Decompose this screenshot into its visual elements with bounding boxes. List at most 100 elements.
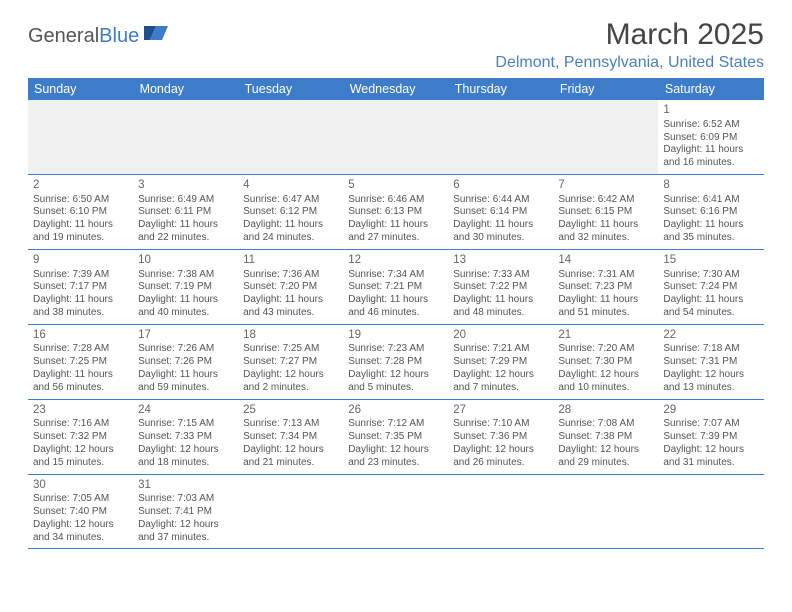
daylight-text: Daylight: 12 hours xyxy=(348,444,443,457)
sunrise-text: Sunrise: 6:46 AM xyxy=(348,194,443,207)
daylight-text: and 23 minutes. xyxy=(348,457,443,470)
day-number: 3 xyxy=(138,178,233,193)
sunrise-text: Sunrise: 7:26 AM xyxy=(138,343,233,356)
daylight-text: and 5 minutes. xyxy=(348,382,443,395)
day-number: 16 xyxy=(33,328,128,343)
title-block: March 2025 Delmont, Pennsylvania, United… xyxy=(495,18,764,72)
calendar-day-cell: 26Sunrise: 7:12 AMSunset: 7:35 PMDayligh… xyxy=(343,399,448,474)
sunrise-text: Sunrise: 7:31 AM xyxy=(558,269,653,282)
daylight-text: and 7 minutes. xyxy=(453,382,548,395)
sunset-text: Sunset: 7:36 PM xyxy=(453,431,548,444)
sunrise-text: Sunrise: 7:34 AM xyxy=(348,269,443,282)
calendar-day-cell: 8Sunrise: 6:41 AMSunset: 6:16 PMDaylight… xyxy=(658,174,763,249)
sunset-text: Sunset: 7:29 PM xyxy=(453,356,548,369)
day-number: 24 xyxy=(138,403,233,418)
calendar-empty-cell xyxy=(238,100,343,174)
sunset-text: Sunset: 7:24 PM xyxy=(663,281,758,294)
daylight-text: and 16 minutes. xyxy=(663,157,758,170)
daylight-text: and 26 minutes. xyxy=(453,457,548,470)
sunset-text: Sunset: 7:20 PM xyxy=(243,281,338,294)
calendar-week-row: 1Sunrise: 6:52 AMSunset: 6:09 PMDaylight… xyxy=(28,100,764,174)
sunrise-text: Sunrise: 7:16 AM xyxy=(33,418,128,431)
daylight-text: Daylight: 12 hours xyxy=(663,369,758,382)
weekday-header-row: Sunday Monday Tuesday Wednesday Thursday… xyxy=(28,78,764,100)
calendar-day-cell: 14Sunrise: 7:31 AMSunset: 7:23 PMDayligh… xyxy=(553,249,658,324)
daylight-text: Daylight: 12 hours xyxy=(453,444,548,457)
sunrise-text: Sunrise: 7:28 AM xyxy=(33,343,128,356)
daylight-text: Daylight: 11 hours xyxy=(663,144,758,157)
daylight-text: and 2 minutes. xyxy=(243,382,338,395)
calendar-day-cell: 15Sunrise: 7:30 AMSunset: 7:24 PMDayligh… xyxy=(658,249,763,324)
day-number: 30 xyxy=(33,478,128,493)
calendar-day-cell: 16Sunrise: 7:28 AMSunset: 7:25 PMDayligh… xyxy=(28,324,133,399)
calendar-day-cell: 29Sunrise: 7:07 AMSunset: 7:39 PMDayligh… xyxy=(658,399,763,474)
daylight-text: and 46 minutes. xyxy=(348,307,443,320)
day-number: 13 xyxy=(453,253,548,268)
logo-text-1: General xyxy=(28,25,99,48)
daylight-text: and 34 minutes. xyxy=(33,532,128,545)
calendar-day-cell: 24Sunrise: 7:15 AMSunset: 7:33 PMDayligh… xyxy=(133,399,238,474)
calendar-day-cell: 6Sunrise: 6:44 AMSunset: 6:14 PMDaylight… xyxy=(448,174,553,249)
calendar-empty-cell xyxy=(553,100,658,174)
sunset-text: Sunset: 6:11 PM xyxy=(138,206,233,219)
day-number: 26 xyxy=(348,403,443,418)
sunrise-text: Sunrise: 6:49 AM xyxy=(138,194,233,207)
daylight-text: Daylight: 11 hours xyxy=(33,294,128,307)
sunset-text: Sunset: 6:14 PM xyxy=(453,206,548,219)
calendar-week-row: 23Sunrise: 7:16 AMSunset: 7:32 PMDayligh… xyxy=(28,399,764,474)
daylight-text: and 38 minutes. xyxy=(33,307,128,320)
daylight-text: Daylight: 11 hours xyxy=(558,294,653,307)
calendar-day-cell: 21Sunrise: 7:20 AMSunset: 7:30 PMDayligh… xyxy=(553,324,658,399)
day-number: 19 xyxy=(348,328,443,343)
calendar-empty-cell xyxy=(238,474,343,549)
calendar-day-cell: 1Sunrise: 6:52 AMSunset: 6:09 PMDaylight… xyxy=(658,100,763,174)
day-number: 9 xyxy=(33,253,128,268)
calendar-day-cell: 3Sunrise: 6:49 AMSunset: 6:11 PMDaylight… xyxy=(133,174,238,249)
sunset-text: Sunset: 7:33 PM xyxy=(138,431,233,444)
day-number: 7 xyxy=(558,178,653,193)
day-number: 25 xyxy=(243,403,338,418)
sunrise-text: Sunrise: 7:18 AM xyxy=(663,343,758,356)
daylight-text: and 22 minutes. xyxy=(138,232,233,245)
daylight-text: and 54 minutes. xyxy=(663,307,758,320)
sunset-text: Sunset: 7:38 PM xyxy=(558,431,653,444)
calendar-day-cell: 31Sunrise: 7:03 AMSunset: 7:41 PMDayligh… xyxy=(133,474,238,549)
day-number: 20 xyxy=(453,328,548,343)
sunrise-text: Sunrise: 7:15 AM xyxy=(138,418,233,431)
day-number: 22 xyxy=(663,328,758,343)
flag-icon xyxy=(143,24,169,48)
calendar-table: Sunday Monday Tuesday Wednesday Thursday… xyxy=(28,78,764,549)
day-number: 2 xyxy=(33,178,128,193)
calendar-empty-cell xyxy=(553,474,658,549)
daylight-text: and 29 minutes. xyxy=(558,457,653,470)
daylight-text: Daylight: 11 hours xyxy=(33,219,128,232)
calendar-day-cell: 27Sunrise: 7:10 AMSunset: 7:36 PMDayligh… xyxy=(448,399,553,474)
sunrise-text: Sunrise: 6:50 AM xyxy=(33,194,128,207)
sunrise-text: Sunrise: 6:44 AM xyxy=(453,194,548,207)
weekday-header: Tuesday xyxy=(238,78,343,100)
sunrise-text: Sunrise: 7:20 AM xyxy=(558,343,653,356)
weekday-header: Saturday xyxy=(658,78,763,100)
daylight-text: Daylight: 12 hours xyxy=(243,444,338,457)
sunrise-text: Sunrise: 7:03 AM xyxy=(138,493,233,506)
header: GeneralBlue March 2025 Delmont, Pennsylv… xyxy=(28,18,764,72)
calendar-empty-cell xyxy=(343,474,448,549)
daylight-text: and 32 minutes. xyxy=(558,232,653,245)
day-number: 31 xyxy=(138,478,233,493)
sunset-text: Sunset: 7:32 PM xyxy=(33,431,128,444)
sunset-text: Sunset: 7:21 PM xyxy=(348,281,443,294)
calendar-week-row: 9Sunrise: 7:39 AMSunset: 7:17 PMDaylight… xyxy=(28,249,764,324)
calendar-day-cell: 25Sunrise: 7:13 AMSunset: 7:34 PMDayligh… xyxy=(238,399,343,474)
calendar-day-cell: 18Sunrise: 7:25 AMSunset: 7:27 PMDayligh… xyxy=(238,324,343,399)
daylight-text: and 31 minutes. xyxy=(663,457,758,470)
sunset-text: Sunset: 7:41 PM xyxy=(138,506,233,519)
day-number: 4 xyxy=(243,178,338,193)
sunset-text: Sunset: 7:17 PM xyxy=(33,281,128,294)
sunset-text: Sunset: 7:22 PM xyxy=(453,281,548,294)
daylight-text: Daylight: 11 hours xyxy=(453,219,548,232)
daylight-text: Daylight: 12 hours xyxy=(558,444,653,457)
sunset-text: Sunset: 7:34 PM xyxy=(243,431,338,444)
daylight-text: Daylight: 12 hours xyxy=(558,369,653,382)
sunrise-text: Sunrise: 7:33 AM xyxy=(453,269,548,282)
sunrise-text: Sunrise: 7:36 AM xyxy=(243,269,338,282)
